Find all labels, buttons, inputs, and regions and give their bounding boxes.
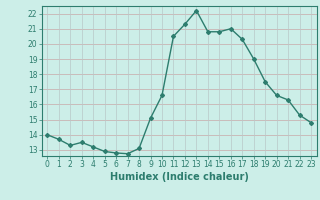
X-axis label: Humidex (Indice chaleur): Humidex (Indice chaleur) xyxy=(110,172,249,182)
